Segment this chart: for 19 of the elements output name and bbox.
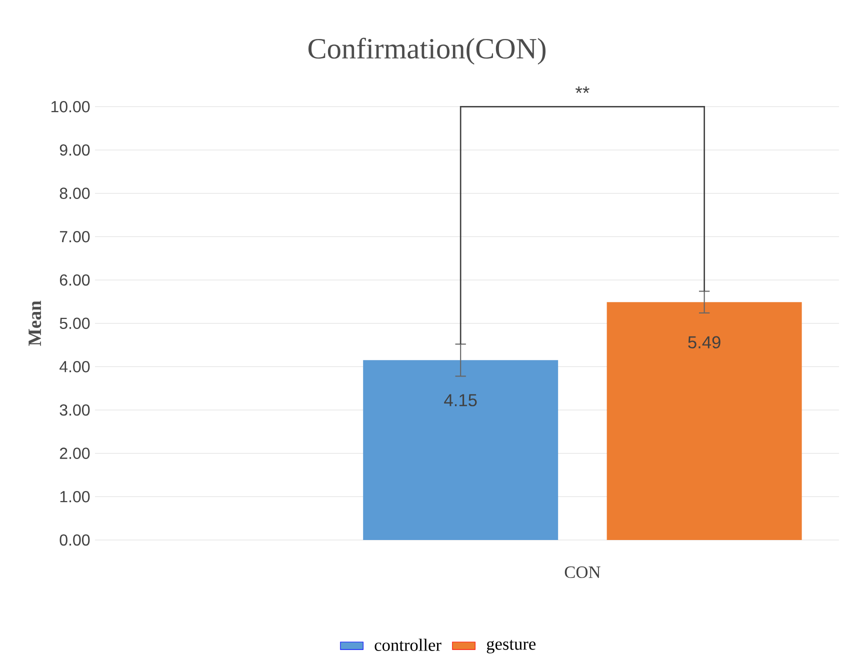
legend-label: controller (374, 638, 442, 651)
y-tick-label: 0.00 (60, 534, 90, 546)
x-tick-label: CON (564, 566, 600, 578)
y-axis-title: Mean (28, 300, 42, 346)
y-tick-label: 7.00 (60, 231, 90, 242)
y-tick-label: 1.00 (60, 491, 90, 502)
data-label: 4.15 (444, 394, 477, 406)
y-tick-label: 9.00 (60, 144, 90, 156)
y-tick-label: 2.00 (60, 448, 90, 459)
y-tick-label: 6.00 (60, 274, 90, 286)
y-tick-label: 10.00 (51, 101, 90, 112)
y-tick-label: 8.00 (60, 188, 90, 199)
y-tick-label: 5.00 (60, 318, 90, 329)
data-label: 5.49 (688, 336, 720, 348)
y-tick-label: 3.00 (60, 404, 90, 416)
y-tick-label: 4.00 (60, 361, 90, 372)
text: ** (575, 86, 590, 93)
chart-title: Confirmation(CON) (308, 38, 546, 65)
legend-label: gesture (486, 640, 536, 654)
